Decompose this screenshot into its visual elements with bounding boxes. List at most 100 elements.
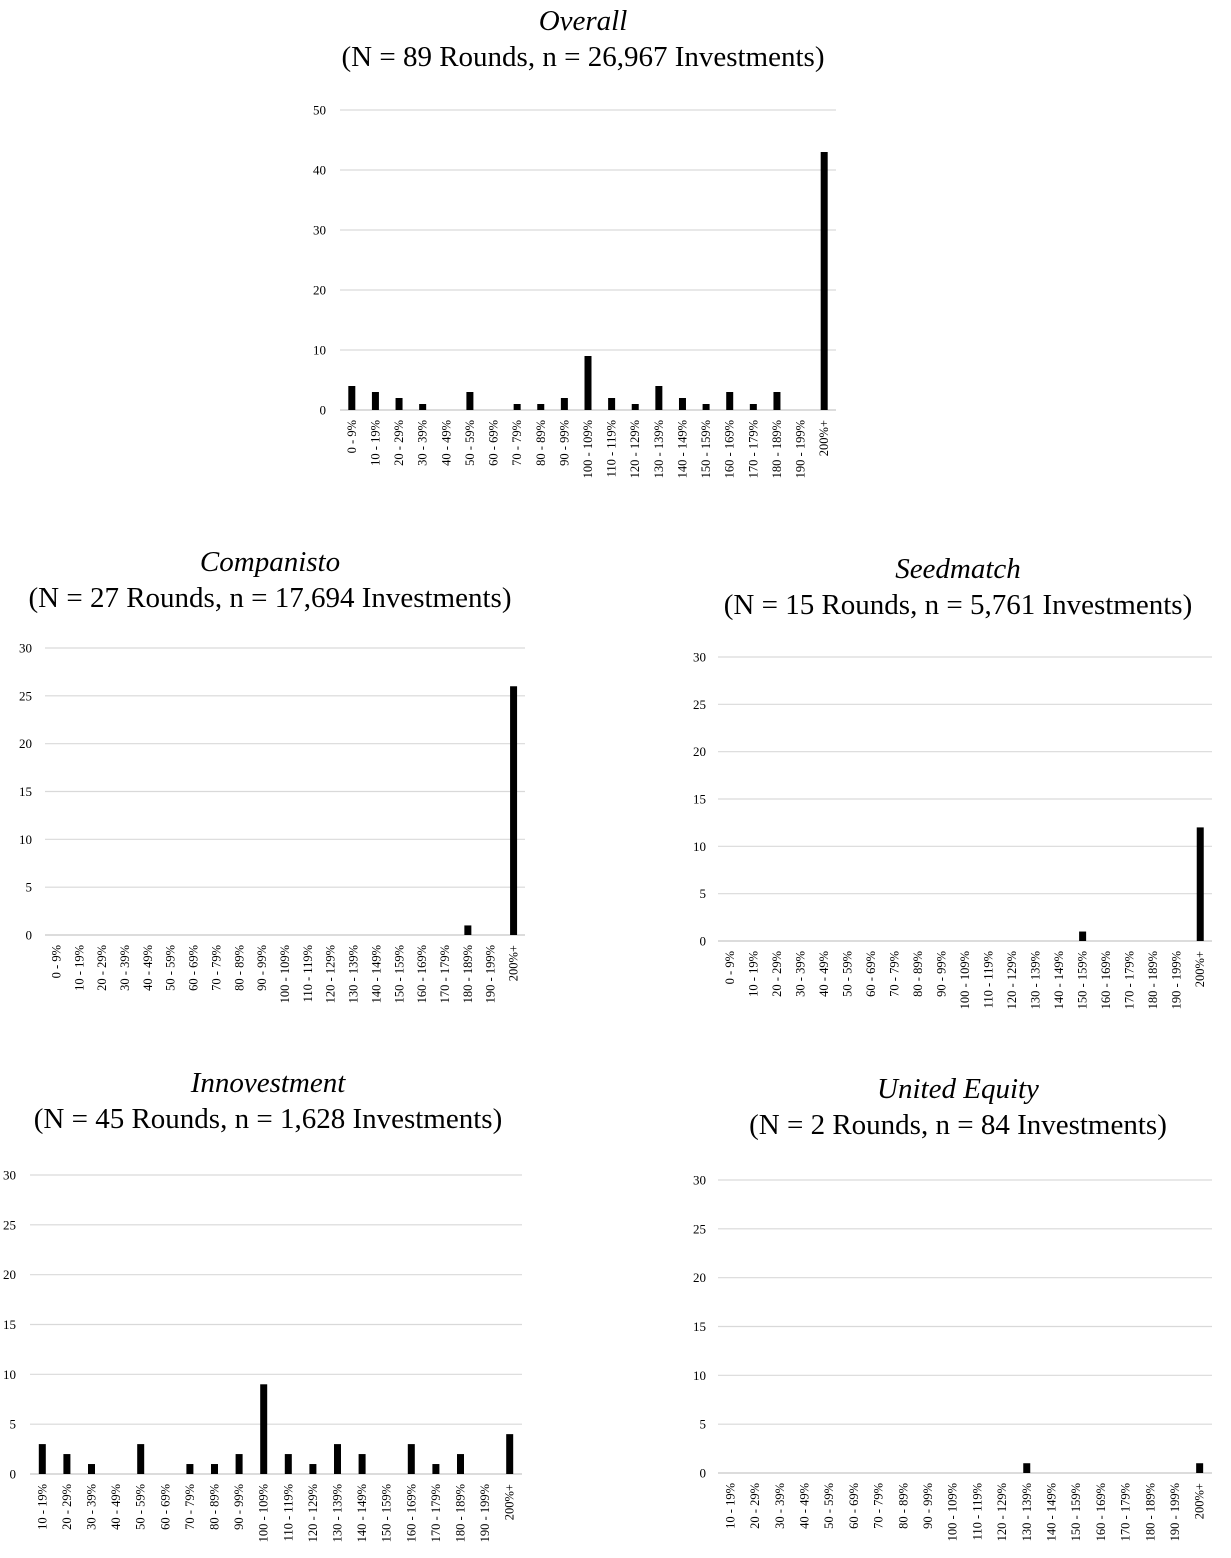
- x-category-label: 110 - 119%: [970, 1483, 984, 1540]
- bar: [38, 1444, 46, 1474]
- bar: [655, 386, 663, 410]
- x-category-label: 90 - 99%: [255, 945, 269, 991]
- y-tick-label: 15: [693, 792, 706, 807]
- y-tick-label: 30: [3, 1168, 16, 1183]
- x-category-label: 90 - 99%: [232, 1484, 246, 1530]
- y-tick-label: 30: [313, 223, 326, 238]
- x-category-label: 150 - 159%: [380, 1484, 394, 1542]
- bar: [419, 404, 427, 410]
- y-tick-label: 25: [693, 697, 706, 712]
- x-category-label: 60 - 69%: [187, 945, 201, 991]
- chart-subtitle: (N = 2 Rounds, n = 84 Investments): [749, 1109, 1167, 1141]
- x-category-label: 10 - 19%: [723, 1483, 737, 1529]
- bar: [1023, 1463, 1031, 1473]
- x-category-label: 30 - 39%: [773, 1483, 787, 1529]
- chart-title: Seedmatch: [895, 553, 1021, 585]
- bar: [678, 398, 686, 410]
- x-category-label: 140 - 149%: [675, 420, 689, 478]
- x-category-label: 200%+: [503, 1484, 517, 1520]
- y-tick-label: 5: [700, 1417, 707, 1432]
- x-category-label: 150 - 159%: [699, 420, 713, 478]
- x-category-label: 10 - 19%: [35, 1484, 49, 1530]
- x-category-label: 0 - 9%: [723, 951, 737, 984]
- x-category-label: 190 - 199%: [484, 945, 498, 1003]
- bar: [749, 404, 757, 410]
- x-category-label: 160 - 169%: [723, 420, 737, 478]
- bar: [608, 398, 616, 410]
- y-tick-label: 0: [320, 403, 327, 418]
- x-category-label: 30 - 39%: [416, 420, 430, 466]
- chart-united-equity: United Equity (N = 2 Rounds, n = 84 Inves…: [693, 1073, 1212, 1541]
- bar: [464, 925, 472, 935]
- chart-companisto: Companisto (N = 27 Rounds, n = 17,694 Inv…: [19, 546, 525, 1003]
- x-category-label: 10 - 19%: [368, 420, 382, 466]
- x-category-label: 140 - 149%: [355, 1484, 369, 1542]
- x-category-label: 110 - 119%: [982, 951, 996, 1008]
- y-tick-label: 0: [700, 1466, 707, 1481]
- x-category-label: 10 - 19%: [746, 951, 760, 997]
- bar: [560, 398, 568, 410]
- x-category-label: 160 - 169%: [415, 945, 429, 1003]
- bar: [284, 1454, 292, 1474]
- x-category-label: 40 - 49%: [141, 945, 155, 991]
- x-category-label: 170 - 179%: [438, 945, 452, 1003]
- y-tick-label: 30: [693, 650, 706, 665]
- x-category-label: 190 - 199%: [478, 1484, 492, 1542]
- y-tick-label: 25: [3, 1217, 16, 1232]
- x-category-label: 140 - 149%: [1044, 1483, 1058, 1541]
- x-category-label: 50 - 59%: [822, 1483, 836, 1529]
- x-category-label: 70 - 79%: [209, 945, 223, 991]
- y-tick-label: 20: [313, 283, 326, 298]
- x-category-label: 140 - 149%: [369, 945, 383, 1003]
- x-category-label: 30 - 39%: [118, 945, 132, 991]
- x-category-label: 110 - 119%: [605, 420, 619, 477]
- x-category-label: 170 - 179%: [746, 420, 760, 478]
- x-category-label: 40 - 49%: [797, 1483, 811, 1529]
- x-category-label: 160 - 169%: [1094, 1483, 1108, 1541]
- bar: [466, 392, 474, 410]
- x-category-label: 40 - 49%: [439, 420, 453, 466]
- bar: [726, 392, 734, 410]
- x-category-label: 170 - 179%: [429, 1484, 443, 1542]
- x-category-label: 20 - 29%: [392, 420, 406, 466]
- x-category-label: 200%+: [507, 945, 521, 981]
- y-tick-label: 30: [19, 641, 32, 656]
- x-category-label: 180 - 189%: [770, 420, 784, 478]
- x-category-label: 120 - 129%: [324, 945, 338, 1003]
- chart-seedmatch: Seedmatch (N = 15 Rounds, n = 5,761 Inves…: [693, 553, 1212, 1009]
- x-category-label: 150 - 159%: [392, 945, 406, 1003]
- x-category-label: 200%+: [1193, 951, 1207, 987]
- bar: [334, 1444, 341, 1474]
- y-tick-label: 20: [693, 744, 706, 759]
- bar: [63, 1454, 71, 1474]
- x-category-label: 20 - 29%: [748, 1483, 762, 1529]
- x-category-label: 110 - 119%: [281, 1484, 295, 1541]
- bar: [358, 1454, 366, 1474]
- x-category-label: 120 - 129%: [628, 420, 642, 478]
- y-tick-label: 15: [693, 1319, 706, 1334]
- y-tick-label: 10: [693, 839, 706, 854]
- y-tick-label: 5: [10, 1417, 17, 1432]
- y-tick-label: 10: [693, 1368, 706, 1383]
- x-category-label: 70 - 79%: [872, 1483, 886, 1529]
- chart-overall: Overall (N = 89 Rounds, n = 26,967 Invest…: [313, 5, 836, 478]
- bar: [702, 404, 710, 410]
- x-category-label: 160 - 169%: [1099, 951, 1113, 1009]
- x-category-label: 90 - 99%: [921, 1483, 935, 1529]
- chart-subtitle: (N = 45 Rounds, n = 1,628 Investments): [34, 1103, 503, 1135]
- bar: [309, 1464, 317, 1474]
- bar: [457, 1454, 464, 1474]
- x-category-label: 200%+: [1193, 1483, 1207, 1519]
- x-category-label: 50 - 59%: [840, 951, 854, 997]
- x-category-label: 180 - 189%: [461, 945, 475, 1003]
- y-tick-label: 0: [10, 1467, 17, 1482]
- x-category-label: 160 - 169%: [404, 1484, 418, 1542]
- x-category-label: 150 - 159%: [1076, 951, 1090, 1009]
- x-category-label: 100 - 109%: [257, 1484, 271, 1542]
- x-category-label: 100 - 109%: [958, 951, 972, 1009]
- x-category-label: 120 - 129%: [306, 1484, 320, 1542]
- x-category-label: 80 - 89%: [232, 945, 246, 991]
- bar: [211, 1464, 218, 1474]
- x-category-label: 90 - 99%: [934, 951, 948, 997]
